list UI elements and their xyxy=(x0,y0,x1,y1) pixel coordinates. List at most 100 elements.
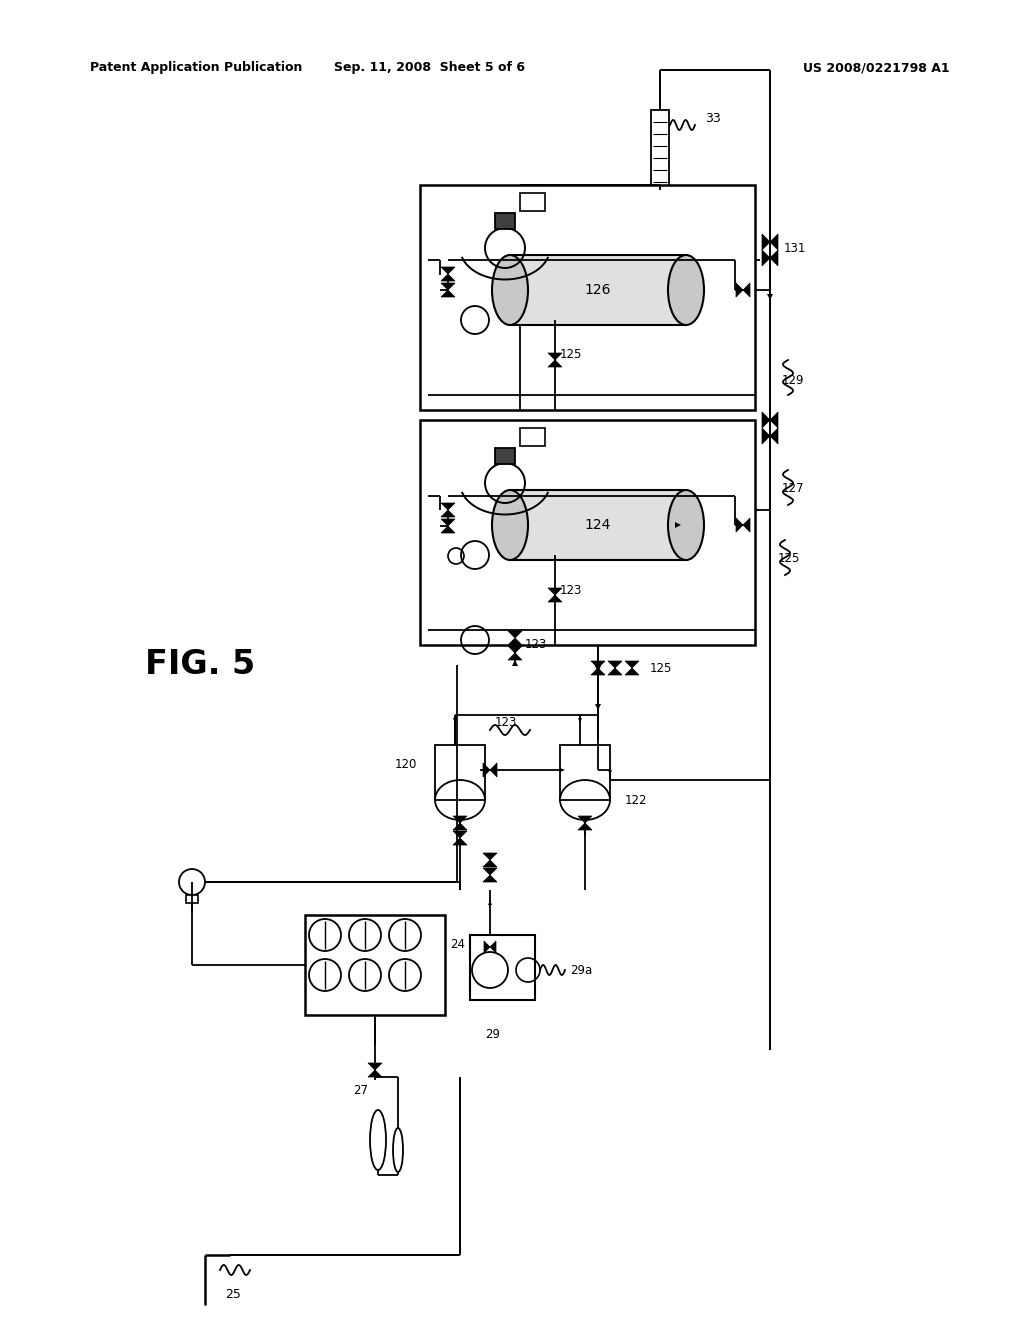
Polygon shape xyxy=(453,838,467,845)
Text: 125: 125 xyxy=(778,552,801,565)
Bar xyxy=(495,447,515,465)
Polygon shape xyxy=(483,861,497,867)
Text: 126: 126 xyxy=(585,282,611,297)
Polygon shape xyxy=(508,645,522,653)
Bar xyxy=(520,193,545,211)
Text: 33: 33 xyxy=(705,111,721,124)
Text: 124: 124 xyxy=(585,517,611,532)
Polygon shape xyxy=(512,660,518,667)
Polygon shape xyxy=(767,294,773,300)
Text: 129: 129 xyxy=(782,374,805,387)
Polygon shape xyxy=(441,267,455,275)
Polygon shape xyxy=(484,941,490,953)
Text: FIG. 5: FIG. 5 xyxy=(145,648,255,681)
Polygon shape xyxy=(743,282,750,297)
Text: 127: 127 xyxy=(782,482,805,495)
Polygon shape xyxy=(743,517,750,532)
Polygon shape xyxy=(548,587,562,595)
Text: 120: 120 xyxy=(394,759,417,771)
Bar xyxy=(510,255,686,325)
Polygon shape xyxy=(441,290,455,297)
Polygon shape xyxy=(483,853,497,861)
Polygon shape xyxy=(453,816,467,822)
Polygon shape xyxy=(441,525,455,533)
Polygon shape xyxy=(483,869,497,875)
Bar xyxy=(435,744,485,800)
Bar xyxy=(495,213,515,228)
Polygon shape xyxy=(441,503,455,510)
Polygon shape xyxy=(591,661,605,668)
Text: 125: 125 xyxy=(650,661,673,675)
Polygon shape xyxy=(762,249,770,267)
Ellipse shape xyxy=(668,255,705,325)
Polygon shape xyxy=(608,668,622,675)
Polygon shape xyxy=(548,360,562,367)
Polygon shape xyxy=(508,653,522,660)
Bar xyxy=(651,110,669,190)
Bar xyxy=(520,428,545,446)
Polygon shape xyxy=(595,704,601,710)
Bar xyxy=(560,744,610,800)
Polygon shape xyxy=(770,428,778,444)
Polygon shape xyxy=(441,275,455,281)
Polygon shape xyxy=(762,428,770,444)
Bar xyxy=(470,935,535,1001)
Text: US 2008/0221798 A1: US 2008/0221798 A1 xyxy=(804,62,950,74)
Bar xyxy=(510,490,686,560)
Polygon shape xyxy=(595,667,601,672)
Polygon shape xyxy=(591,668,605,675)
Text: 24: 24 xyxy=(450,939,465,952)
Polygon shape xyxy=(490,763,497,777)
Polygon shape xyxy=(490,941,496,953)
Polygon shape xyxy=(755,508,760,512)
Polygon shape xyxy=(441,510,455,517)
Polygon shape xyxy=(736,517,743,532)
Polygon shape xyxy=(770,249,778,267)
Text: 29a: 29a xyxy=(570,964,592,977)
Text: 131: 131 xyxy=(784,242,806,255)
Bar xyxy=(420,185,755,411)
Bar xyxy=(420,420,755,645)
Polygon shape xyxy=(736,282,743,297)
Polygon shape xyxy=(770,412,778,428)
Polygon shape xyxy=(508,631,522,638)
Polygon shape xyxy=(578,718,582,723)
Bar xyxy=(305,915,445,1015)
Polygon shape xyxy=(548,352,562,360)
Polygon shape xyxy=(453,832,467,838)
Polygon shape xyxy=(762,234,770,249)
Text: 123: 123 xyxy=(525,639,548,652)
Polygon shape xyxy=(441,282,455,290)
Polygon shape xyxy=(608,770,612,775)
Polygon shape xyxy=(453,822,467,830)
Polygon shape xyxy=(453,718,457,723)
Polygon shape xyxy=(560,768,565,772)
Polygon shape xyxy=(488,900,492,906)
Polygon shape xyxy=(578,816,592,822)
Polygon shape xyxy=(483,875,497,882)
Ellipse shape xyxy=(668,490,705,560)
Polygon shape xyxy=(625,668,639,675)
Polygon shape xyxy=(368,1063,382,1071)
Polygon shape xyxy=(368,1071,382,1077)
Polygon shape xyxy=(548,595,562,602)
Polygon shape xyxy=(578,822,592,830)
Polygon shape xyxy=(675,521,681,528)
Text: 123: 123 xyxy=(560,583,583,597)
Text: 125: 125 xyxy=(560,348,583,362)
Bar xyxy=(186,895,198,903)
Polygon shape xyxy=(762,412,770,428)
Polygon shape xyxy=(625,661,639,668)
Text: 123: 123 xyxy=(495,715,517,729)
Text: 122: 122 xyxy=(625,793,647,807)
Text: 25: 25 xyxy=(225,1288,241,1302)
Polygon shape xyxy=(483,763,490,777)
Ellipse shape xyxy=(492,490,528,560)
Polygon shape xyxy=(770,234,778,249)
Polygon shape xyxy=(508,638,522,645)
Text: 27: 27 xyxy=(353,1084,368,1097)
Polygon shape xyxy=(608,661,622,668)
Ellipse shape xyxy=(492,255,528,325)
Text: Patent Application Publication: Patent Application Publication xyxy=(90,62,302,74)
Text: 29: 29 xyxy=(485,1028,500,1041)
